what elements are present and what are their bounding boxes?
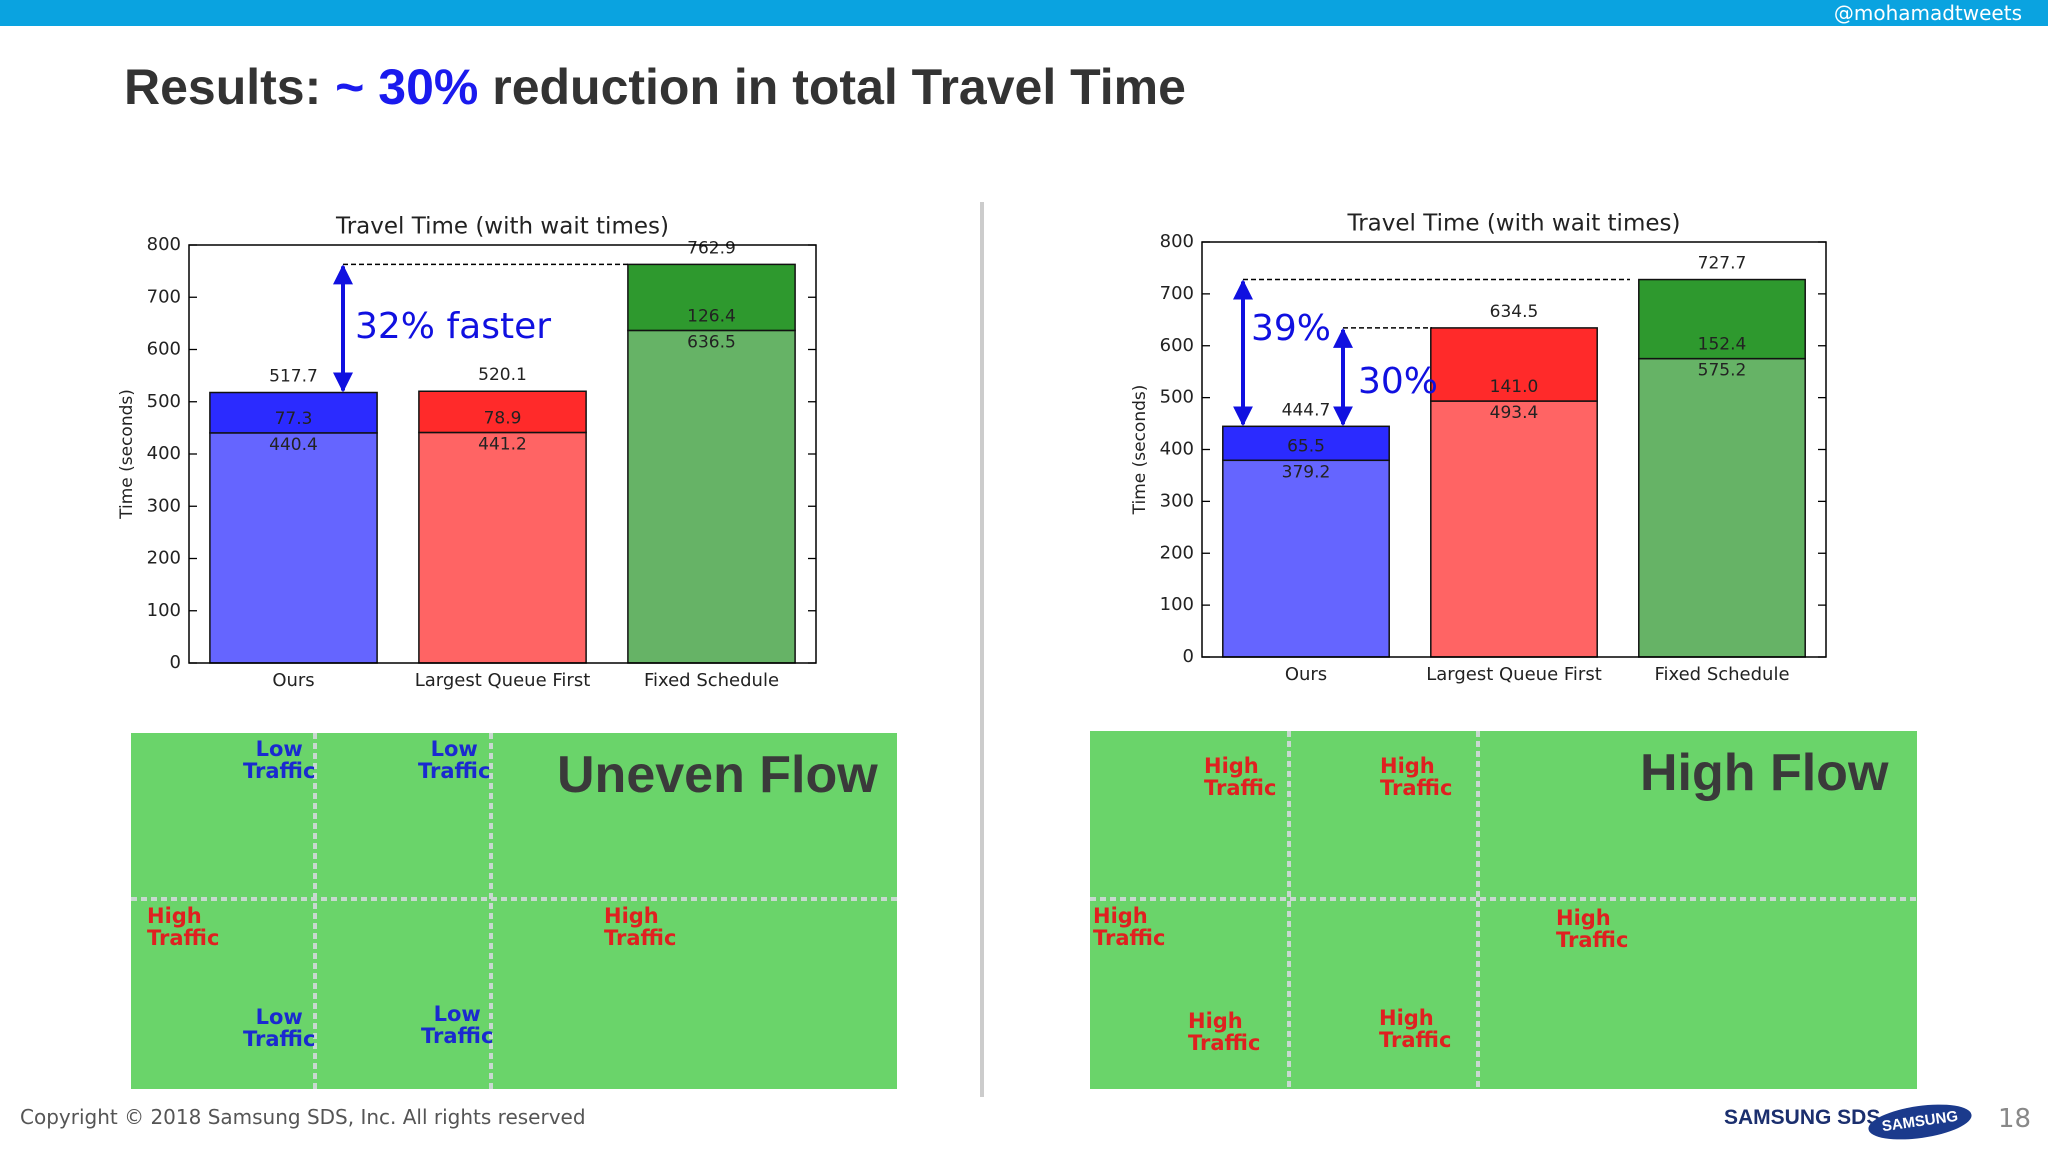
total-label: 520.1: [478, 365, 527, 385]
total-label: 444.7: [1282, 400, 1331, 420]
bar-segment: [209, 432, 378, 664]
total-label: 634.5: [1490, 302, 1539, 322]
bar-segment: [418, 431, 587, 664]
total-label: 762.9: [687, 238, 736, 258]
x-tick-label: Largest Queue First: [1426, 664, 1602, 685]
x-tick-label: Fixed Schedule: [644, 670, 779, 691]
traffic-label: High Traffic: [1204, 754, 1277, 800]
y-tick-label: 200: [147, 548, 181, 569]
title-suffix: reduction in total Travel Time: [478, 59, 1186, 115]
roads: [1090, 731, 1917, 1089]
traffic-label: Low Traffic: [243, 737, 316, 783]
plot-frame: [188, 244, 817, 664]
twitter-handle: @mohamadtweets: [1833, 1, 2022, 25]
value-label: 575.2: [1698, 361, 1747, 381]
y-tick-label: 600: [1160, 335, 1194, 356]
y-tick-label: 800: [1160, 231, 1194, 252]
traffic-label: Low Traffic: [243, 1005, 316, 1051]
y-tick-label: 700: [147, 286, 181, 307]
traffic-label: Low Traffic: [421, 1002, 494, 1048]
y-tick-label: 300: [1160, 490, 1194, 511]
chart-title: Travel Time (with wait times): [335, 214, 669, 240]
annotation: 30%: [1358, 361, 1438, 402]
bar-segment: [1222, 425, 1390, 462]
y-tick-label: 400: [1160, 439, 1194, 460]
y-tick-label: 400: [147, 443, 181, 464]
y-tick-label: 600: [147, 339, 181, 360]
roads: [131, 733, 897, 1089]
annotation: 32% faster: [355, 306, 551, 347]
traffic-label: Low Traffic: [418, 737, 491, 783]
traffic-label: High Traffic: [1379, 1006, 1452, 1052]
total-label: 517.7: [269, 367, 318, 387]
traffic-label: High Traffic: [1093, 904, 1166, 950]
y-tick-label: 0: [170, 652, 181, 673]
y-tick-label: 800: [147, 234, 181, 255]
traffic-label: High Traffic: [147, 904, 220, 950]
traffic-label: High Traffic: [1188, 1009, 1261, 1055]
simulation-panel: Uneven Flow Low Traffic Low Traffic Low Tra…: [131, 733, 897, 1089]
plot-frame: [1201, 241, 1827, 658]
bar-segment: [1430, 400, 1598, 658]
copyright: Copyright © 2018 Samsung SDS, Inc. All r…: [20, 1105, 586, 1129]
traffic-label: High Traffic: [1380, 754, 1453, 800]
y-axis-label: Time (seconds): [1130, 385, 1150, 516]
x-tick-label: Ours: [1285, 664, 1327, 685]
page-number: 18: [1998, 1104, 2032, 1134]
value-label: 77.3: [275, 409, 313, 429]
value-label: 152.4: [1698, 335, 1747, 355]
y-tick-label: 200: [1160, 542, 1194, 563]
x-tick-label: Fixed Schedule: [1654, 664, 1789, 685]
panel-heading: Uneven Flow: [557, 746, 878, 804]
panel-heading: High Flow: [1640, 744, 1889, 802]
brand: SAMSUNG SDS: [1724, 1106, 1881, 1129]
traffic-label: High Traffic: [604, 904, 677, 950]
y-tick-label: 100: [1160, 594, 1194, 615]
bar-segment: [209, 391, 378, 434]
value-label: 441.2: [478, 434, 527, 454]
title-prefix: Results:: [124, 59, 336, 115]
y-axis-label: Time (seconds): [117, 389, 137, 520]
value-label: 141.0: [1490, 377, 1539, 397]
value-label: 65.5: [1287, 436, 1325, 456]
value-label: 636.5: [687, 332, 736, 352]
y-tick-label: 0: [1183, 646, 1194, 667]
x-tick-label: Ours: [272, 670, 314, 691]
bar-segment: [627, 263, 796, 332]
total-label: 727.7: [1698, 254, 1747, 274]
y-tick-label: 300: [147, 495, 181, 516]
value-label: 78.9: [484, 408, 522, 428]
annotation: 39%: [1251, 308, 1331, 349]
traffic-label: High Traffic: [1556, 906, 1629, 952]
bar-segment: [1430, 327, 1598, 402]
y-tick-label: 500: [1160, 387, 1194, 408]
bar-segment: [627, 329, 796, 664]
simulation-panel: High Flow High Traffic High Traffic High Tr…: [1090, 731, 1917, 1089]
value-label: 440.4: [269, 435, 318, 455]
y-tick-label: 100: [147, 600, 181, 621]
chart-title: Travel Time (with wait times): [1347, 211, 1681, 237]
bar-segment: [1638, 278, 1806, 360]
y-tick-label: 500: [147, 391, 181, 412]
title-highlight: ~ 30%: [335, 59, 479, 115]
value-label: 493.4: [1490, 403, 1539, 423]
x-tick-label: Largest Queue First: [415, 670, 591, 691]
top-bar: [0, 0, 2048, 26]
value-label: 126.4: [687, 306, 736, 326]
y-tick-label: 700: [1160, 283, 1194, 304]
slide-title: Results: ~ 30% reduction in total Travel…: [124, 58, 1186, 116]
value-label: 379.2: [1282, 462, 1331, 482]
bar-segment: [1638, 357, 1806, 658]
bar-segment: [1222, 459, 1390, 658]
bar-segment: [418, 390, 587, 434]
